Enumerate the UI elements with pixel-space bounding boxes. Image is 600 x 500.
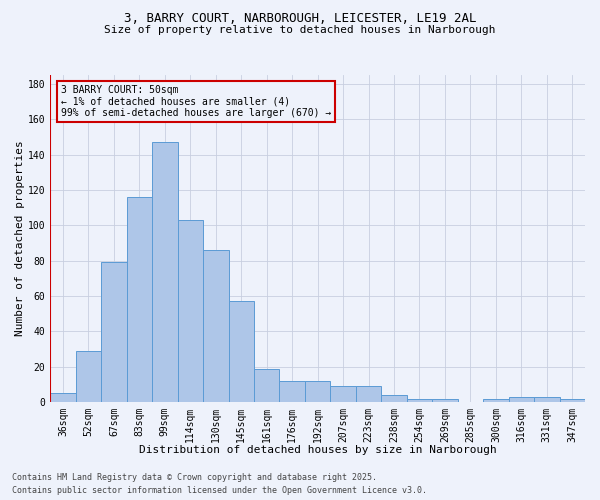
Bar [407, 398, 432, 402]
Text: Contains public sector information licensed under the Open Government Licence v3: Contains public sector information licen… [12, 486, 427, 495]
Bar [152, 142, 178, 402]
Bar [331, 386, 356, 402]
Bar [534, 397, 560, 402]
Y-axis label: Number of detached properties: Number of detached properties [15, 140, 25, 336]
X-axis label: Distribution of detached houses by size in Narborough: Distribution of detached houses by size … [139, 445, 497, 455]
Bar [381, 395, 407, 402]
Bar [432, 398, 458, 402]
Text: Contains HM Land Registry data © Crown copyright and database right 2025.: Contains HM Land Registry data © Crown c… [12, 474, 377, 482]
Bar [483, 398, 509, 402]
Bar [76, 351, 101, 402]
Bar [280, 381, 305, 402]
Bar [127, 197, 152, 402]
Bar [560, 398, 585, 402]
Bar [356, 386, 381, 402]
Bar [203, 250, 229, 402]
Bar [229, 302, 254, 402]
Bar [101, 262, 127, 402]
Bar [305, 381, 331, 402]
Bar [254, 368, 280, 402]
Bar [50, 394, 76, 402]
Text: 3 BARRY COURT: 50sqm
← 1% of detached houses are smaller (4)
99% of semi-detache: 3 BARRY COURT: 50sqm ← 1% of detached ho… [61, 85, 331, 118]
Text: 3, BARRY COURT, NARBOROUGH, LEICESTER, LE19 2AL: 3, BARRY COURT, NARBOROUGH, LEICESTER, L… [124, 12, 476, 26]
Text: Size of property relative to detached houses in Narborough: Size of property relative to detached ho… [104, 25, 496, 35]
Bar [509, 397, 534, 402]
Bar [178, 220, 203, 402]
